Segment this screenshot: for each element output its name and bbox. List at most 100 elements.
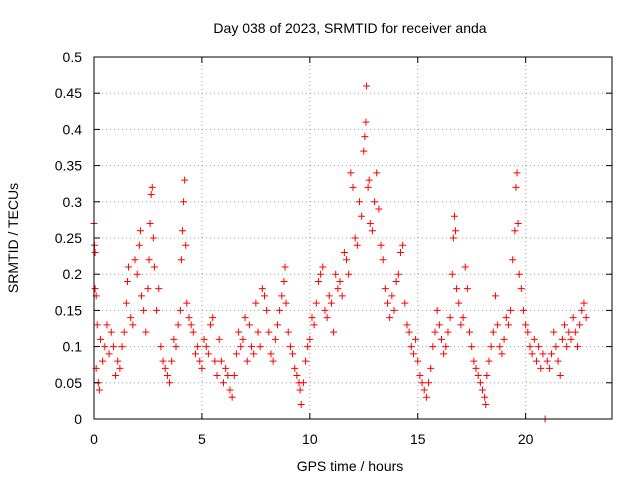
data-point bbox=[96, 335, 104, 343]
data-point bbox=[479, 386, 486, 394]
y-tick-label: 0.2 bbox=[63, 266, 83, 282]
data-point bbox=[437, 335, 445, 343]
data-point bbox=[291, 364, 299, 372]
data-point bbox=[217, 357, 225, 365]
data-point bbox=[297, 401, 305, 409]
data-point bbox=[571, 328, 579, 336]
data-point bbox=[194, 343, 202, 351]
data-point bbox=[281, 263, 289, 271]
data-point bbox=[515, 270, 523, 278]
data-point bbox=[321, 306, 329, 314]
data-point bbox=[237, 343, 245, 351]
data-point bbox=[252, 299, 260, 307]
data-point bbox=[131, 256, 139, 264]
data-point bbox=[189, 328, 197, 336]
data-point bbox=[429, 343, 437, 351]
data-point bbox=[149, 234, 157, 242]
data-point bbox=[386, 314, 394, 322]
data-point bbox=[116, 364, 124, 372]
data-point bbox=[483, 372, 491, 380]
data-point bbox=[174, 321, 182, 329]
data-point bbox=[345, 270, 353, 278]
data-point bbox=[103, 321, 111, 329]
data-point bbox=[332, 270, 340, 278]
data-point bbox=[181, 176, 189, 184]
data-point bbox=[120, 328, 128, 336]
y-axis-label: SRMTID / TECUs bbox=[5, 183, 21, 293]
data-point bbox=[200, 335, 208, 343]
data-point bbox=[576, 321, 584, 329]
data-point bbox=[232, 350, 240, 358]
data-point bbox=[250, 350, 258, 358]
data-point bbox=[284, 328, 292, 336]
data-point bbox=[338, 292, 346, 300]
data-point bbox=[209, 314, 217, 322]
data-point bbox=[161, 364, 169, 372]
data-point bbox=[355, 198, 363, 206]
data-point bbox=[254, 328, 262, 336]
data-point bbox=[537, 364, 545, 372]
data-point bbox=[289, 350, 297, 358]
data-point bbox=[107, 328, 115, 336]
data-point bbox=[545, 364, 553, 372]
data-point bbox=[431, 328, 439, 336]
data-point bbox=[384, 299, 392, 307]
data-point bbox=[308, 314, 316, 322]
data-point bbox=[276, 306, 284, 314]
data-point bbox=[347, 169, 355, 177]
data-point bbox=[468, 343, 476, 351]
data-point bbox=[180, 198, 188, 206]
data-point bbox=[498, 350, 506, 358]
data-point bbox=[418, 379, 426, 387]
data-point bbox=[155, 285, 163, 293]
data-point bbox=[267, 350, 275, 358]
data-points bbox=[90, 82, 590, 423]
data-point bbox=[178, 227, 186, 235]
data-point bbox=[145, 256, 153, 264]
data-point bbox=[235, 328, 243, 336]
data-point bbox=[243, 357, 251, 365]
data-point bbox=[394, 270, 402, 278]
data-point bbox=[578, 306, 586, 314]
data-point bbox=[241, 314, 249, 322]
data-point bbox=[520, 306, 528, 314]
data-point bbox=[133, 270, 141, 278]
data-point bbox=[265, 328, 273, 336]
data-point bbox=[491, 292, 499, 300]
x-axis-label: GPS time / hours bbox=[297, 458, 404, 474]
data-point bbox=[148, 183, 156, 191]
data-point bbox=[256, 343, 264, 351]
data-point bbox=[310, 321, 318, 329]
data-point bbox=[362, 118, 370, 126]
data-point bbox=[513, 169, 521, 177]
data-point bbox=[137, 292, 145, 300]
data-point bbox=[524, 328, 532, 336]
data-point bbox=[399, 241, 407, 249]
data-point bbox=[147, 191, 155, 199]
data-point bbox=[582, 314, 590, 322]
data-point bbox=[351, 234, 359, 242]
data-point bbox=[420, 386, 428, 394]
data-point bbox=[91, 248, 99, 256]
data-point bbox=[191, 350, 199, 358]
chart-title: Day 038 of 2023, SRMTID for receiver and… bbox=[213, 20, 486, 36]
data-point bbox=[282, 299, 290, 307]
data-point bbox=[360, 147, 368, 155]
data-point bbox=[526, 343, 534, 351]
data-point bbox=[118, 343, 126, 351]
data-point bbox=[280, 277, 288, 285]
data-point bbox=[457, 321, 465, 329]
data-point bbox=[168, 357, 176, 365]
data-point bbox=[144, 285, 152, 293]
x-tick-label: 0 bbox=[90, 431, 98, 447]
data-point bbox=[422, 393, 430, 401]
data-point bbox=[101, 343, 109, 351]
data-point bbox=[323, 314, 331, 322]
data-point bbox=[361, 133, 369, 141]
data-point bbox=[204, 350, 212, 358]
y-tick-label: 0 bbox=[74, 411, 82, 427]
data-point bbox=[261, 292, 269, 300]
data-point bbox=[230, 372, 238, 380]
y-tick-label: 0.45 bbox=[55, 85, 82, 101]
